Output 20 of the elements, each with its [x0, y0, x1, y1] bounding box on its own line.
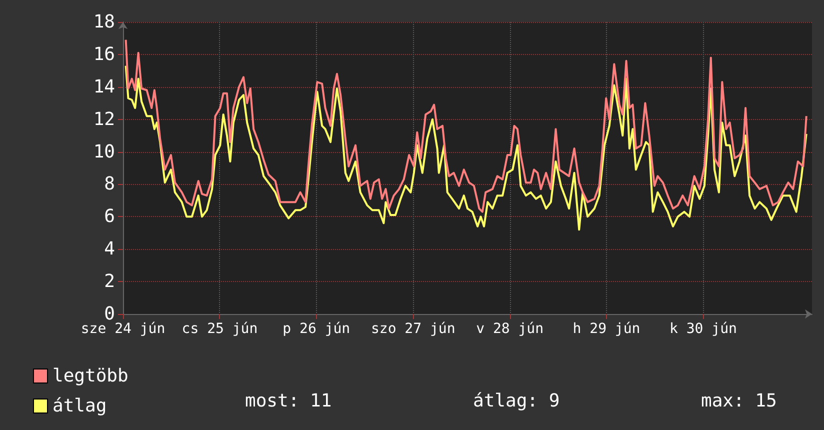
legend-label: legtöbb — [52, 366, 128, 386]
x-tick-label: p 26 jún — [282, 321, 350, 337]
y-tick-label: 2 — [104, 271, 115, 292]
y-tick-label: 10 — [93, 141, 115, 162]
y-tick-label: 18 — [93, 12, 115, 32]
text: átlag: 9 — [473, 390, 560, 412]
y-tick-label: 6 — [104, 206, 115, 228]
text: max: 15 — [701, 390, 777, 412]
y-tick-label: 4 — [104, 238, 115, 260]
y-tick-label: 16 — [93, 44, 115, 65]
y-tick-label: 12 — [93, 108, 115, 130]
y-tick-label: 14 — [93, 76, 115, 98]
legend-label: átlag — [52, 396, 107, 416]
x-tick-label: v 28 jún — [476, 321, 544, 337]
x-tick-label: szo 27 jún — [370, 321, 456, 337]
y-tick-label: 8 — [104, 174, 115, 195]
x-tick-label: h 29 jún — [572, 321, 640, 337]
x-tick-label: k 30 jún — [669, 321, 737, 337]
x-tick-label: cs 25 jún — [182, 321, 258, 337]
text: most: 11 — [245, 390, 332, 412]
